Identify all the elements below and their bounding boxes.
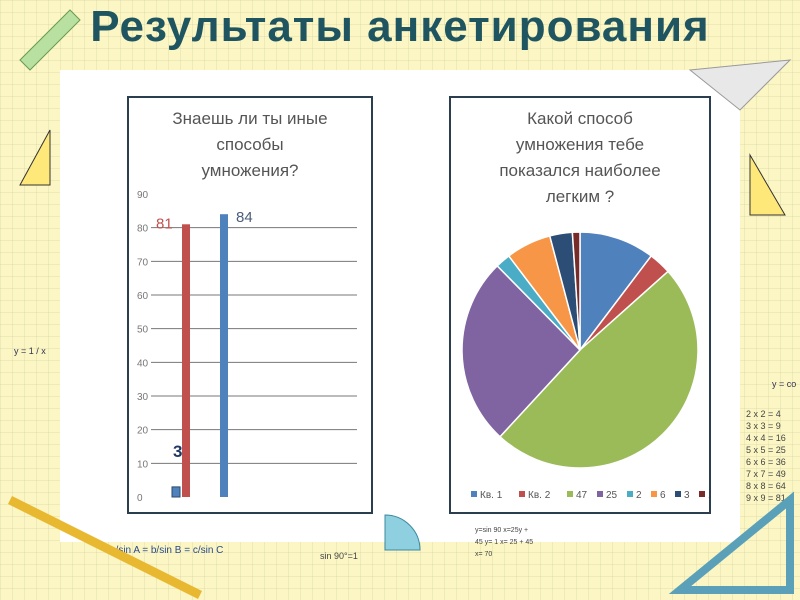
title-line: показался наиболее — [499, 161, 661, 180]
title-line: умножения тебе — [515, 135, 645, 154]
legend-label: 6 — [660, 490, 666, 501]
legend-label: 47 — [576, 490, 588, 501]
title-line: способы — [216, 135, 284, 154]
y-tick-label: 10 — [137, 459, 149, 470]
legend-swatch — [675, 491, 681, 497]
bar-chart-panel: Знаешь ли ты иные способы умножения? 0 10… — [127, 96, 373, 514]
pie-slice — [498, 270, 699, 469]
triangle-icon — [749, 153, 786, 216]
y-tick-label: 0 — [137, 493, 143, 504]
bar — [220, 214, 228, 497]
pie-slice — [579, 231, 653, 353]
legend-label: 25 — [606, 490, 618, 501]
y-tick-label: 60 — [137, 291, 149, 302]
y-tick-label: 70 — [137, 257, 149, 268]
bar-chart-title: Знаешь ли ты иные способы умножения? — [129, 106, 371, 184]
title-line: легким ? — [545, 187, 615, 206]
legend-label: 1 — [708, 490, 709, 501]
title-line: Знаешь ли ты иные — [172, 109, 328, 128]
y-tick-label: 40 — [137, 358, 149, 369]
legend-label: Кв. 2 — [528, 490, 551, 501]
y-tick-label: 20 — [137, 426, 149, 437]
triangle-icon — [19, 129, 51, 186]
sin90-note: sin 90°=1 — [320, 551, 358, 561]
pie-chart-panel: Какой способ умножения тебе показался на… — [449, 96, 711, 514]
legend-swatch — [627, 491, 633, 497]
pie-slice — [461, 264, 582, 438]
y-tick-label: 30 — [137, 392, 149, 403]
sine-law: a/sin A = b/sin B = c/sin C — [110, 545, 224, 556]
y-tick-label: 80 — [137, 224, 149, 235]
legend-label: 2 — [636, 490, 642, 501]
legend-swatch — [699, 491, 705, 497]
bar — [182, 224, 190, 498]
bar — [171, 486, 181, 498]
page-title: Результаты анкетирования — [90, 2, 710, 51]
title-line: Какой способ — [527, 109, 633, 128]
legend-swatch — [597, 491, 603, 497]
graph-label: y = 1 / x — [14, 346, 46, 356]
legend-label: Кв. 1 — [480, 490, 503, 501]
equation-system: y=sin 90 x=25y + 45 y= 1 x= 25 + 45 x= 7… — [475, 527, 534, 558]
legend-swatch — [651, 491, 657, 497]
pie-chart: Кв. 1 Кв. 2 47 25 2 6 3 1 — [461, 231, 709, 501]
graph-label: y = co — [772, 379, 797, 389]
legend-swatch — [471, 491, 477, 497]
y-tick-label: 50 — [137, 325, 149, 336]
data-label: 81 — [156, 215, 173, 232]
legend-label: 3 — [684, 490, 690, 501]
legend-swatch — [567, 491, 573, 497]
title-line: умножения? — [201, 161, 299, 180]
multiplication-table: 2 x 2 = 4 3 x 3 = 9 4 x 4 = 16 5 x 5 = 2… — [746, 409, 786, 503]
pie-slice — [571, 231, 581, 351]
legend-swatch — [519, 491, 525, 497]
y-tick-label: 90 — [137, 190, 149, 201]
data-label: 3 — [173, 442, 182, 461]
bar-chart: 0 10 20 30 40 50 60 70 80 90 3 81 84 — [137, 190, 357, 504]
pie-chart-title: Какой способ умножения тебе показался на… — [451, 106, 709, 210]
data-label: 84 — [236, 209, 253, 226]
